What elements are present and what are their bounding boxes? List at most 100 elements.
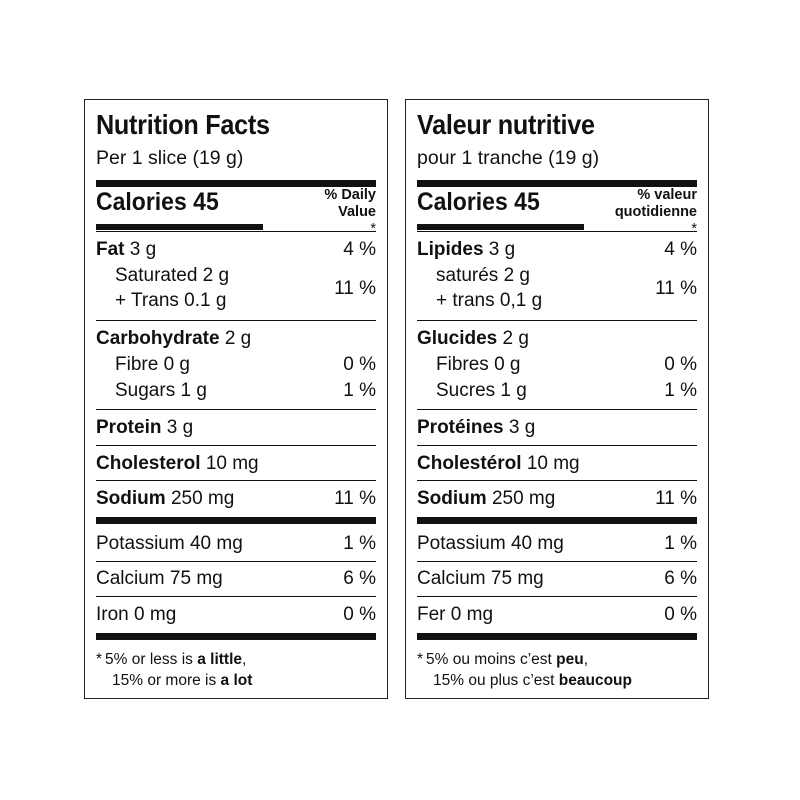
- nutrition-facts-panel-english: Nutrition Facts Per 1 slice (19 g) Calor…: [84, 99, 388, 699]
- divider: [96, 445, 376, 446]
- iron-row: Fer 0 mg 0 %: [417, 604, 697, 626]
- sodium-amount: 250 mg: [170, 488, 235, 509]
- protein-amount: 3 g: [166, 417, 194, 438]
- divider: [417, 320, 697, 321]
- daily-value-line2: quotidienne: [614, 204, 697, 220]
- protein-label: Protéines: [417, 417, 504, 438]
- panel-title: Valeur nutritive: [417, 109, 595, 140]
- nutrition-facts-panel-french: Valeur nutritive pour 1 tranche (19 g) C…: [405, 99, 709, 699]
- potassium-row: Potassium 40 mg 1 %: [417, 533, 697, 555]
- cholesterol-row: Cholestérol 10 mg: [417, 453, 697, 475]
- sugars-row: Sugars 1 g 1 %: [96, 380, 376, 402]
- sugars-percent: 1 %: [664, 380, 697, 401]
- daily-value-line2: Value: [338, 204, 376, 220]
- thick-divider: [96, 633, 376, 640]
- footnote-text: ,: [242, 651, 247, 668]
- saturated-trans-percent: 11 %: [655, 278, 697, 299]
- daily-value-asterisk: *: [691, 221, 697, 237]
- protein-amount: 3 g: [508, 417, 536, 438]
- sodium-row: Sodium 250 mg 11 %: [96, 488, 376, 510]
- calcium-percent: 6 %: [664, 568, 697, 589]
- divider: [417, 231, 697, 232]
- cholesterol-amount: 10 mg: [526, 453, 580, 474]
- carbohydrate-label: Carbohydrate: [96, 328, 220, 349]
- calories-label: Calories 45: [417, 188, 540, 216]
- thick-divider: [96, 180, 376, 187]
- carbohydrate-amount: 2 g: [502, 328, 529, 349]
- carbohydrate-amount: 2 g: [224, 328, 252, 349]
- daily-value-footnote: * 5% or less is a little, 15% or more is …: [96, 649, 252, 691]
- calcium-percent: 6 %: [343, 568, 376, 589]
- carbohydrate-row: Glucides 2 g: [417, 328, 697, 350]
- daily-value-header: % Daily Value *: [324, 187, 376, 238]
- calcium-text: Calcium 75 mg: [96, 568, 223, 589]
- footnote-emphasis: peu: [556, 651, 584, 668]
- potassium-percent: 1 %: [343, 533, 376, 554]
- iron-percent: 0 %: [343, 604, 376, 625]
- potassium-text: Potassium 40 mg: [96, 533, 243, 554]
- divider: [96, 480, 376, 481]
- cholesterol-amount: 10 mg: [205, 453, 259, 474]
- daily-value-line1: % valeur: [637, 187, 697, 203]
- footnote-emphasis: a lot: [220, 672, 253, 689]
- serving-size: pour 1 tranche (19 g): [417, 147, 600, 169]
- cholesterol-label: Cholestérol: [417, 453, 522, 474]
- divider: [417, 409, 697, 410]
- fibre-percent: 0 %: [664, 354, 697, 375]
- serving-size: Per 1 slice (19 g): [96, 147, 244, 169]
- fat-percent: 4 %: [664, 239, 697, 260]
- carbohydrate-row: Carbohydrate 2 g: [96, 328, 376, 350]
- iron-text: Fer 0 mg: [417, 604, 494, 625]
- saturated-fat: saturés 2 g: [436, 265, 530, 286]
- sugars-text: Sucres 1 g: [436, 380, 527, 401]
- saturated-fat: Saturated 2 g: [115, 265, 230, 286]
- calcium-row: Calcium 75 mg 6 %: [96, 568, 376, 590]
- thick-divider: [417, 180, 697, 187]
- trans-fat: + Trans 0.1 g: [115, 290, 227, 311]
- footnote-asterisk: *: [417, 651, 424, 668]
- potassium-percent: 1 %: [664, 533, 697, 554]
- panel-title: Nutrition Facts: [96, 109, 270, 140]
- iron-row: Iron 0 mg 0 %: [96, 604, 376, 626]
- protein-label: Protein: [96, 417, 162, 438]
- potassium-row: Potassium 40 mg 1 %: [96, 533, 376, 555]
- fat-label: Fat: [96, 239, 125, 260]
- daily-value-asterisk: *: [370, 221, 376, 237]
- protein-row: Protein 3 g: [96, 417, 376, 439]
- sodium-label: Sodium: [96, 488, 166, 509]
- fat-row: Lipides 3 g 4 %: [417, 239, 697, 261]
- iron-percent: 0 %: [664, 604, 697, 625]
- fat-amount: 3 g: [129, 239, 157, 260]
- footnote-text: 15% or more is: [112, 672, 221, 689]
- fat-percent: 4 %: [343, 239, 376, 260]
- divider: [96, 409, 376, 410]
- divider: [417, 596, 697, 597]
- cholesterol-label: Cholesterol: [96, 453, 201, 474]
- carbohydrate-label: Glucides: [417, 328, 498, 349]
- calcium-row: Calcium 75 mg 6 %: [417, 568, 697, 590]
- fat-row: Fat 3 g 4 %: [96, 239, 376, 261]
- calories-underline: [96, 224, 263, 230]
- saturated-trans-row: saturés 2 g + trans 0,1 g 11 %: [417, 263, 697, 313]
- divider: [96, 320, 376, 321]
- footnote-text: ,: [583, 651, 589, 668]
- thick-divider: [417, 517, 697, 524]
- thick-divider: [96, 517, 376, 524]
- divider: [417, 561, 697, 562]
- sodium-percent: 11 %: [655, 488, 697, 509]
- footnote-text: 5% or less is: [105, 651, 198, 668]
- divider: [96, 561, 376, 562]
- fibre-percent: 0 %: [343, 354, 376, 375]
- sodium-row: Sodium 250 mg 11 %: [417, 488, 697, 510]
- footnote-text: 5% ou moins c’est: [426, 651, 557, 668]
- fat-amount: 3 g: [488, 239, 516, 260]
- sugars-text: Sugars 1 g: [115, 380, 207, 401]
- calcium-text: Calcium 75 mg: [417, 568, 544, 589]
- sodium-label: Sodium: [417, 488, 487, 509]
- divider: [96, 231, 376, 232]
- fibre-text: Fibres 0 g: [436, 354, 521, 375]
- calories-underline: [417, 224, 584, 230]
- divider: [417, 480, 697, 481]
- protein-row: Protéines 3 g: [417, 417, 697, 439]
- cholesterol-row: Cholesterol 10 mg: [96, 453, 376, 475]
